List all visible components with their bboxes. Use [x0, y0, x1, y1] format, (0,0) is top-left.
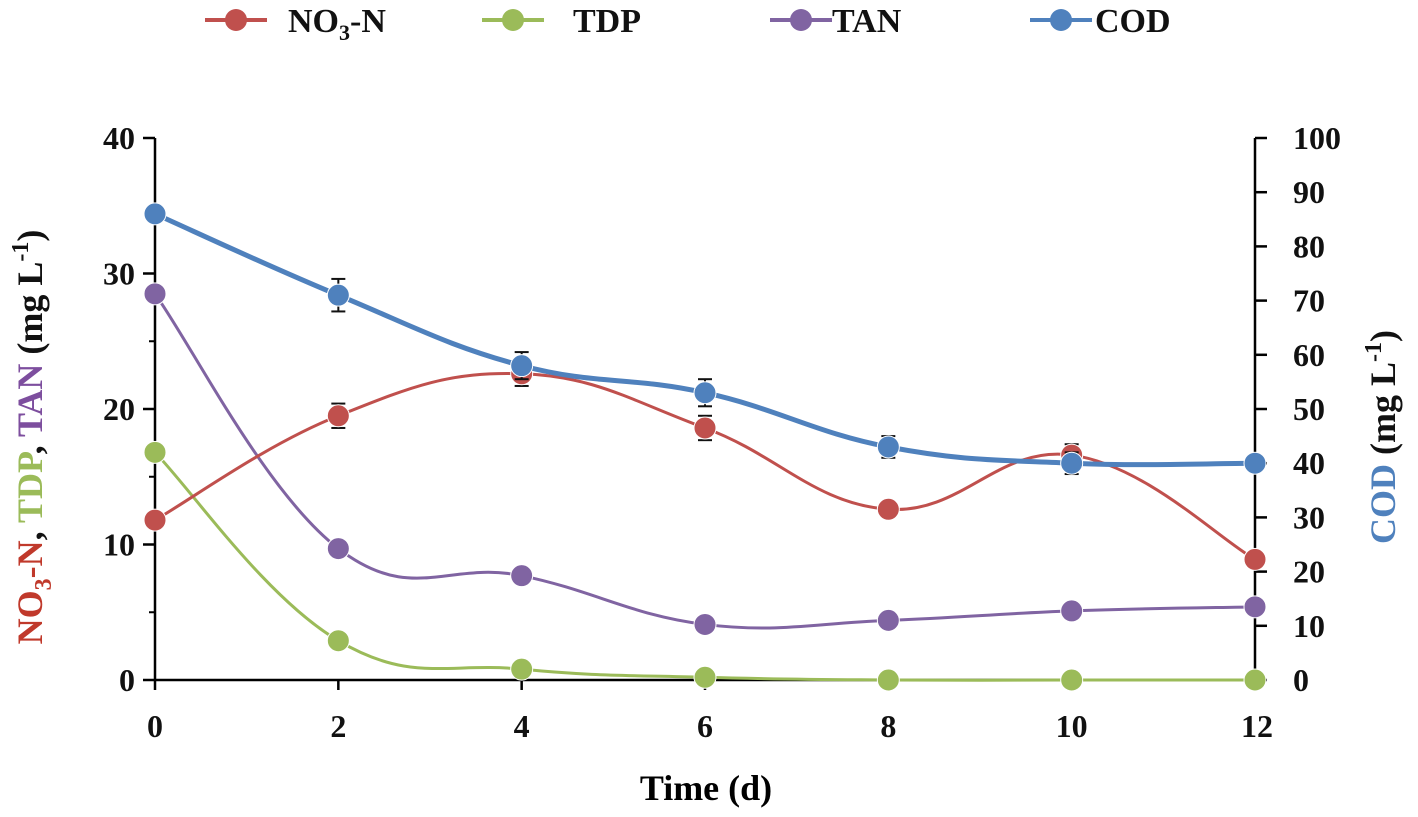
legend-label: TDP: [573, 3, 641, 40]
data-point: [510, 564, 534, 588]
y-right-tick-label: 40: [1293, 445, 1325, 481]
data-point: [1243, 547, 1267, 571]
legend-item-cod: COD: [1030, 3, 1171, 40]
data-point: [1060, 451, 1084, 475]
data-point: [326, 537, 350, 561]
axes: 0 10 20 30 40 0 10 20 30 40 50 60 70 80 90 100 0 2 4 6 8 10 12: [103, 120, 1341, 744]
legend-marker: [502, 9, 524, 31]
data-point: [143, 440, 167, 464]
y-right-tick-label: 30: [1293, 499, 1325, 535]
x-tick-label: 10: [1056, 708, 1088, 744]
data-point: [1243, 668, 1267, 692]
legend: NO3-N TDP TAN COD: [205, 3, 1171, 45]
y-left-tick-label: 10: [103, 527, 135, 563]
data-point: [1060, 599, 1084, 623]
data-point: [693, 381, 717, 405]
data-point: [143, 202, 167, 226]
legend-label: COD: [1095, 3, 1171, 40]
data-point: [1243, 451, 1267, 475]
y-left-tick-label: 40: [103, 120, 135, 156]
data-point: [693, 416, 717, 440]
data-point: [1060, 668, 1084, 692]
data-point: [510, 657, 534, 681]
data-point: [1243, 595, 1267, 619]
data-point: [326, 629, 350, 653]
data-point: [693, 612, 717, 636]
legend-item-no3-n: NO3-N: [205, 3, 386, 45]
legend-item-tan: TAN: [770, 3, 902, 40]
x-tick-label: 4: [514, 708, 530, 744]
data-point: [326, 283, 350, 307]
series-tdp: [143, 440, 1267, 692]
data-point: [510, 354, 534, 378]
legend-label: TAN: [832, 3, 902, 40]
data-point: [143, 282, 167, 306]
y-left-tick-label: 20: [103, 391, 135, 427]
y-right-tick-label: 0: [1293, 662, 1309, 698]
x-tick-label: 8: [880, 708, 896, 744]
y-right-tick-label: 10: [1293, 608, 1325, 644]
x-tick-label: 12: [1241, 708, 1273, 744]
y-right-tick-label: 80: [1293, 228, 1325, 264]
legend-marker: [790, 9, 812, 31]
data-point: [876, 435, 900, 459]
series-line: [153, 292, 1256, 630]
y-right-tick-label: 60: [1293, 337, 1325, 373]
data-point: [876, 497, 900, 521]
x-tick-label: 2: [330, 708, 346, 744]
legend-label: NO3-N: [288, 3, 386, 45]
legend-marker: [225, 9, 247, 31]
series-cod: [143, 202, 1267, 476]
data-point: [693, 665, 717, 689]
y-right-tick-label: 50: [1293, 391, 1325, 427]
y-left-tick-label: 0: [119, 662, 135, 698]
y-right-tick-label: 100: [1293, 120, 1341, 156]
legend-marker: [1050, 9, 1072, 31]
x-axis-title: Time (d): [640, 768, 772, 808]
y-right-tick-label: 70: [1293, 283, 1325, 319]
data-point: [143, 508, 167, 532]
data-point: [876, 668, 900, 692]
y-right-tick-label: 90: [1293, 174, 1325, 210]
data-point: [326, 404, 350, 428]
x-tick-label: 0: [147, 708, 163, 744]
y-left-tick-label: 30: [103, 256, 135, 292]
legend-item-tdp: TDP: [482, 3, 641, 40]
series-line: [153, 451, 1255, 682]
y-right-tick-label: 20: [1293, 554, 1325, 590]
series-tan: [143, 282, 1267, 636]
data-point: [876, 608, 900, 632]
series-layer: [143, 202, 1267, 692]
x-tick-label: 6: [697, 708, 713, 744]
y-axis-left-title: NO3-N, TDP, TAN (mg L-1): [8, 230, 57, 645]
y-axis-right-title: COD (mg L-1): [1361, 330, 1403, 544]
